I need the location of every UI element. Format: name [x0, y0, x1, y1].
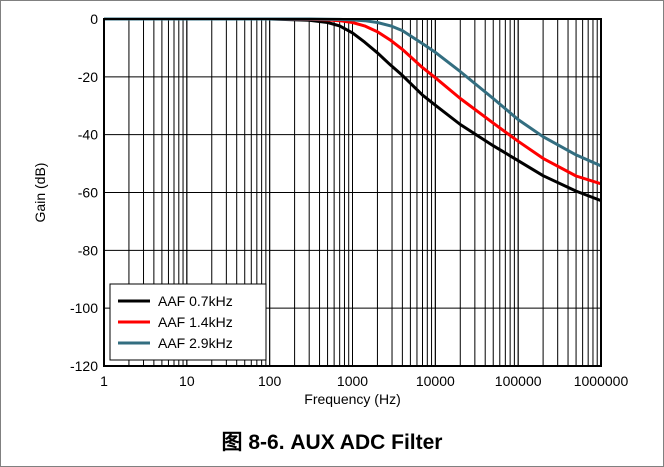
y-axis-title: Gain (dB): [32, 163, 48, 223]
legend-label: AAF 0.7kHz: [158, 293, 233, 309]
legend: AAF 0.7kHz AAF 1.4kHz AAF 2.9kHz: [109, 283, 267, 361]
legend-label: AAF 2.9kHz: [158, 335, 233, 351]
y-tick-label: -40: [78, 127, 98, 143]
x-tick-label: 1: [100, 373, 108, 389]
y-tick-label: 0: [90, 11, 98, 27]
x-tick-label: 1000: [337, 373, 368, 389]
x-tick-label: 100: [258, 373, 282, 389]
frequency-response-chart: 1 10 100 1000 10000 100000 1000000 0 -20 -40 -60 -8…: [32, 11, 628, 407]
y-tick-label: -120: [70, 358, 98, 374]
x-tick-label: 10: [179, 373, 195, 389]
tick-labels: 1 10 100 1000 10000 100000 1000000 0 -20 -40 -60 -8…: [70, 11, 628, 389]
y-tick-label: -80: [78, 242, 98, 258]
figure-caption: 图 8-6. AUX ADC Filter: [221, 431, 443, 454]
legend-label: AAF 1.4kHz: [158, 314, 233, 330]
plot-border: [103, 18, 602, 367]
y-tick-label: -20: [78, 69, 98, 85]
x-tick-label: 100000: [495, 373, 542, 389]
x-tick-label: 1000000: [574, 373, 629, 389]
y-tick-label: -60: [78, 185, 98, 201]
x-axis-title: Frequency (Hz): [304, 391, 400, 407]
y-tick-label: -100: [70, 300, 98, 316]
x-tick-label: 10000: [416, 373, 455, 389]
